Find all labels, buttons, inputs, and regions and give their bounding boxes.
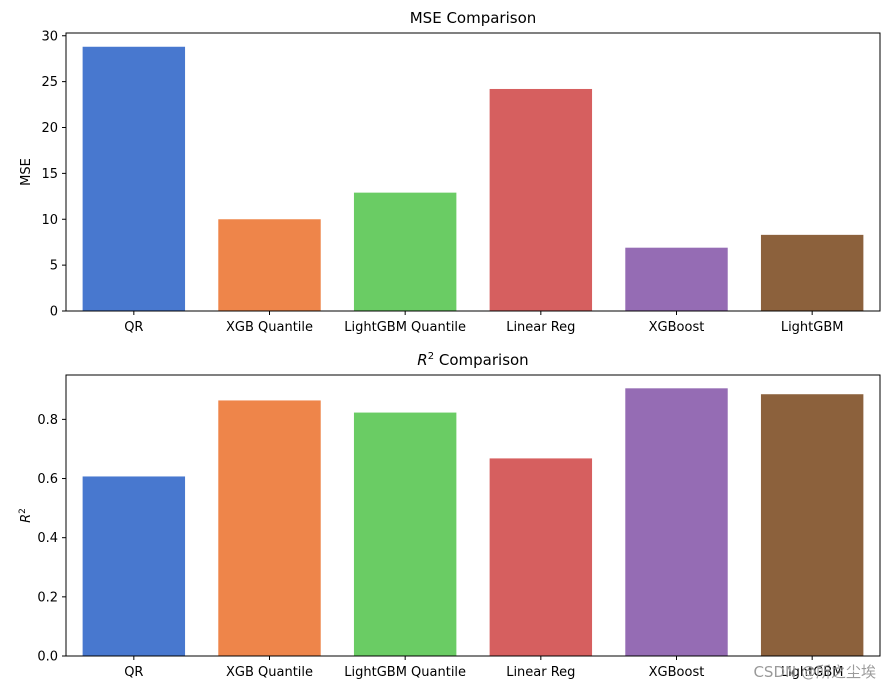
mse-x-tick-label-5: LightGBM [781, 320, 844, 335]
r2-bar-5 [760, 394, 864, 656]
mse-y-tick-label-6: 30 [41, 29, 58, 44]
mse-x-tick-label-0: QR [124, 320, 143, 335]
mse-chart-panel: QR XGB Quantile LightGBM Quantile Linear Re… [19, 9, 881, 335]
r2-chart-title: R2 Comparison [417, 351, 528, 369]
r2-x-tick-label-4: XGBoost [649, 665, 705, 680]
r2-bar-2 [353, 412, 457, 656]
mse-y-tick-label-4: 20 [41, 121, 58, 136]
r2-y-tick-label-1: 0.2 [37, 590, 58, 605]
r2-y-tick-label-0: 0.0 [37, 650, 58, 665]
r2-y-tick-label-3: 0.6 [37, 472, 58, 487]
mse-y-tick-label-2: 10 [41, 213, 58, 228]
r2-x-tick-label-3: Linear Reg [506, 665, 575, 680]
mse-x-tick-label-2: LightGBM Quantile [344, 320, 466, 335]
r2-x-tick-label-2: LightGBM Quantile [344, 665, 466, 680]
r2-x-tick-label-0: QR [124, 665, 143, 680]
mse-bar-3 [489, 88, 593, 311]
mse-bar-4 [625, 247, 728, 311]
mse-axes-frame [65, 32, 881, 312]
watermark-text: CSDN @所之尘埃 [753, 663, 876, 681]
mse-y-tick-label-3: 15 [41, 167, 58, 182]
mse-x-tick-label-3: Linear Reg [506, 320, 575, 335]
r2-y-tick-label-2: 0.4 [37, 531, 58, 546]
r2-bar-4 [625, 388, 728, 656]
mse-y-tick-label-0: 0 [50, 305, 58, 320]
mse-x-tick-label-1: XGB Quantile [226, 320, 313, 335]
r2-x-tick-label-5: LightGBM [781, 665, 844, 680]
r2-y-tick-label-4: 0.8 [37, 413, 58, 428]
mse-bar-5 [760, 234, 864, 311]
mse-chart-title: MSE Comparison [410, 9, 537, 27]
mse-x-tick-label-4: XGBoost [649, 320, 705, 335]
mse-bar-0 [82, 46, 186, 311]
r2-chart-panel: QR XGB Quantile LightGBM Quantile Linear Re… [18, 351, 881, 680]
mse-y-tick-label-1: 5 [50, 259, 58, 274]
r2-y-axis-label: R2 [18, 508, 34, 523]
r2-bar-3 [489, 458, 593, 656]
r2-axes-frame [65, 374, 881, 657]
mse-y-axis-label: MSE [19, 158, 34, 186]
mse-bar-1 [218, 219, 321, 311]
mse-y-tick-label-5: 25 [41, 75, 58, 90]
r2-bar-1 [218, 400, 321, 656]
r2-bar-0 [82, 476, 186, 656]
mse-bar-2 [353, 192, 457, 311]
r2-x-tick-label-1: XGB Quantile [226, 665, 313, 680]
